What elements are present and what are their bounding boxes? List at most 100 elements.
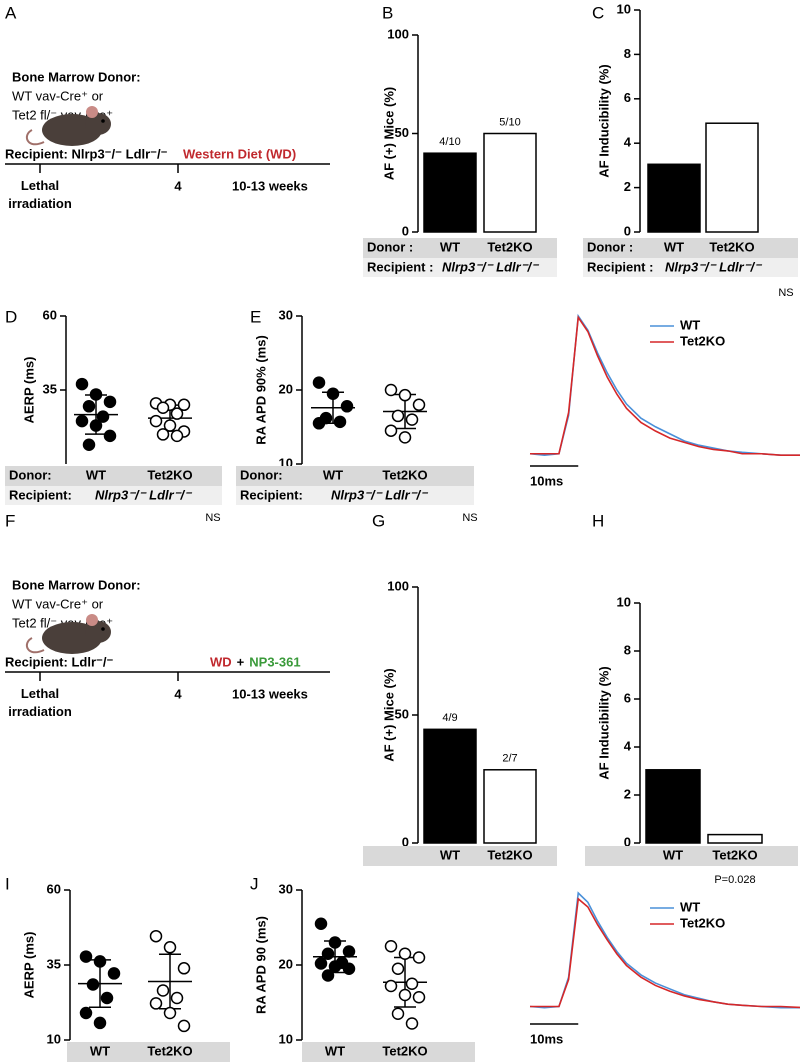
bar bbox=[647, 163, 701, 233]
dot bbox=[177, 398, 191, 412]
dot bbox=[398, 947, 412, 960]
panel-letter: B bbox=[382, 3, 393, 22]
note: P=0.028 bbox=[714, 874, 755, 886]
y-axis-label: RA APD 90% (ms) bbox=[253, 335, 268, 445]
dot bbox=[89, 388, 103, 401]
dot bbox=[321, 947, 335, 960]
dot bbox=[340, 400, 354, 413]
trace bbox=[530, 897, 800, 1009]
value-label: 2/7 bbox=[502, 753, 517, 765]
dot bbox=[156, 401, 170, 415]
table-row bbox=[583, 258, 798, 277]
dot bbox=[79, 1006, 93, 1020]
dot bbox=[342, 945, 356, 958]
dot bbox=[328, 960, 342, 973]
legend-label: Tet2KO bbox=[680, 333, 725, 348]
dot bbox=[342, 962, 356, 975]
mouse-tail bbox=[25, 129, 45, 146]
dot bbox=[163, 419, 177, 432]
y-axis-label: AERP (ms) bbox=[21, 357, 36, 424]
dot bbox=[405, 1017, 419, 1030]
trace bbox=[530, 315, 800, 456]
table-row bbox=[302, 1042, 475, 1062]
panel-letter: H bbox=[592, 511, 604, 530]
timeline-start: Lethal irradiation bbox=[8, 178, 72, 211]
mouse-tail bbox=[25, 637, 45, 654]
dot bbox=[384, 940, 398, 953]
dot bbox=[149, 414, 163, 428]
timeline-mid: 4 bbox=[174, 178, 182, 193]
recipient: Recipient: Ldlr⁻/⁻ bbox=[5, 654, 113, 669]
value-label: 4/10 bbox=[439, 136, 460, 148]
y-tick-label: 10 bbox=[279, 1031, 293, 1046]
dot bbox=[163, 1006, 177, 1020]
y-tick-label: 30 bbox=[279, 307, 293, 322]
table-row bbox=[583, 238, 798, 258]
dot bbox=[177, 1019, 191, 1033]
dot bbox=[391, 962, 405, 975]
dot bbox=[328, 936, 342, 949]
dot bbox=[384, 383, 398, 397]
panel-letter: A bbox=[5, 3, 17, 22]
value-label: 4/9 bbox=[442, 712, 457, 724]
panel-letter: F bbox=[5, 511, 15, 530]
y-axis-label: AF Inducibility (%) bbox=[596, 64, 611, 177]
dot bbox=[326, 387, 340, 400]
table-donor: Donor: bbox=[9, 467, 52, 482]
dot bbox=[82, 400, 96, 413]
x-tick-label: WT bbox=[90, 1043, 110, 1058]
x-tick-label: WT bbox=[440, 847, 460, 862]
dot bbox=[405, 413, 419, 426]
y-tick-label: 8 bbox=[624, 46, 631, 61]
timeline-mid: 4 bbox=[174, 686, 182, 701]
x-tick-label: WT bbox=[325, 1043, 345, 1058]
bar bbox=[645, 769, 701, 844]
dot bbox=[75, 414, 89, 428]
dot bbox=[170, 991, 184, 1005]
timeline-end: 10-13 weeks bbox=[232, 686, 308, 701]
x-tick-label: WT bbox=[323, 467, 343, 482]
dot bbox=[156, 428, 170, 441]
x-tick-label: Tet2KO bbox=[712, 847, 757, 862]
dot bbox=[107, 967, 121, 980]
y-tick-label: 60 bbox=[43, 307, 57, 322]
x-tick-label: Tet2KO bbox=[147, 467, 192, 482]
dot bbox=[314, 917, 328, 930]
y-tick-label: 20 bbox=[279, 956, 293, 971]
dot bbox=[391, 1007, 405, 1020]
dot bbox=[156, 984, 170, 997]
diet-label: + bbox=[237, 654, 245, 669]
dot bbox=[96, 410, 110, 423]
x-tick-label: WT bbox=[440, 239, 460, 254]
dot bbox=[384, 979, 398, 993]
dot bbox=[93, 955, 107, 968]
scale-bar-label: 10ms bbox=[530, 473, 563, 488]
dot bbox=[312, 376, 326, 389]
x-tick-label: Tet2KO bbox=[487, 239, 532, 254]
note: NS bbox=[778, 287, 793, 299]
mouse-eye bbox=[101, 627, 105, 631]
x-tick-label: Tet2KO bbox=[709, 239, 754, 254]
table-row bbox=[236, 486, 474, 505]
scale-bar-label: 10ms bbox=[530, 1031, 563, 1046]
table-recipient-value: Nlrp3⁻/⁻ Ldlr⁻/⁻ bbox=[95, 487, 193, 502]
table-recipient: Recipient : bbox=[367, 259, 433, 274]
diet-label: Western Diet (WD) bbox=[183, 146, 296, 161]
table-recipient: Recipient: bbox=[240, 487, 303, 502]
dot bbox=[163, 941, 177, 954]
recipient: Recipient: Nlrp3⁻/⁻ Ldlr⁻/⁻ bbox=[5, 146, 168, 161]
x-tick-label: Tet2KO bbox=[382, 467, 427, 482]
y-tick-label: 35 bbox=[43, 381, 57, 396]
mouse-ear bbox=[86, 106, 98, 118]
table-row bbox=[363, 258, 557, 277]
mouse-head bbox=[85, 113, 111, 135]
y-tick-label: 30 bbox=[279, 881, 293, 896]
y-tick-label: 0 bbox=[624, 834, 631, 849]
dot bbox=[398, 988, 412, 1002]
x-tick-label: WT bbox=[86, 467, 106, 482]
y-tick-label: 0 bbox=[402, 834, 409, 849]
timeline-end: 10-13 weeks bbox=[232, 178, 308, 193]
bar bbox=[705, 122, 759, 233]
y-axis-label: AF (+) Mice (%) bbox=[381, 87, 396, 181]
y-tick-label: 100 bbox=[387, 578, 409, 593]
